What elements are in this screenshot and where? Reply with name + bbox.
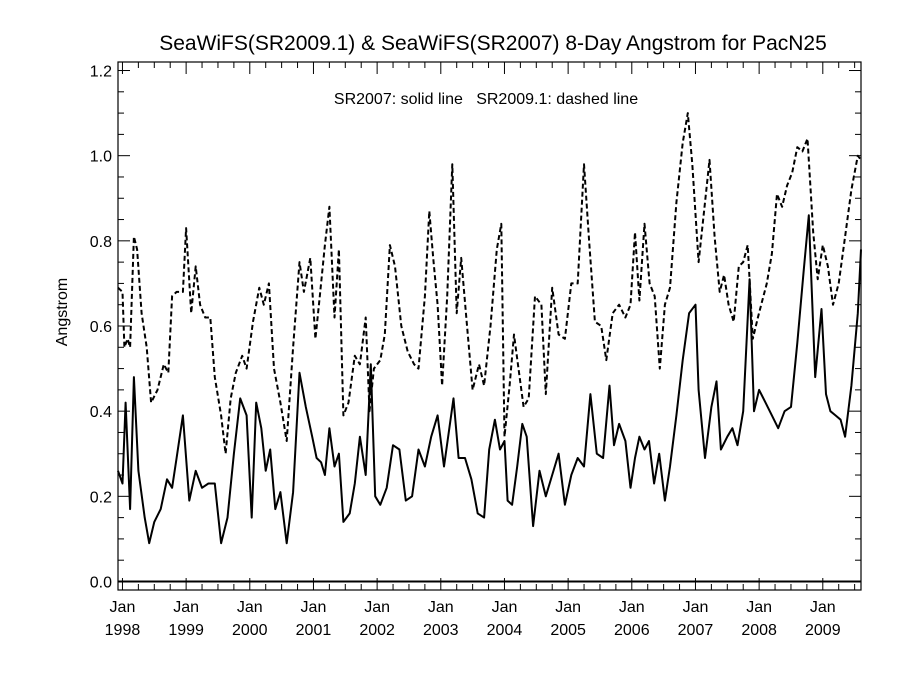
- x-tick-month: Jan: [555, 599, 581, 616]
- x-tick-month: Jan: [619, 599, 645, 616]
- y-tick-label: 1.0: [90, 149, 112, 166]
- y-axis-label: Angstrom: [54, 278, 71, 346]
- legend-note: SR2007: solid line SR2009.1: dashed line: [334, 91, 638, 108]
- x-tick-month: Jan: [301, 599, 327, 616]
- x-tick-year: 2007: [678, 622, 714, 639]
- x-tick-year: 1998: [105, 622, 141, 639]
- chart-title: SeaWiFS(SR2009.1) & SeaWiFS(SR2007) 8-Da…: [159, 32, 827, 55]
- series-line-sr2007: [117, 214, 862, 545]
- x-tick-month: Jan: [364, 599, 390, 616]
- x-tick-month: Jan: [237, 599, 263, 616]
- x-tick-month: Jan: [173, 599, 199, 616]
- y-tick-label: 0.2: [90, 489, 112, 506]
- y-tick-label: 0.0: [90, 574, 112, 591]
- x-tick-year: 2005: [550, 622, 586, 639]
- x-tick-year: 2009: [805, 622, 841, 639]
- y-tick-label: 1.2: [90, 64, 112, 81]
- series-line-sr2009-1: [117, 112, 862, 455]
- x-tick-year: 2001: [296, 622, 332, 639]
- y-tick-label: 0.8: [90, 234, 112, 251]
- series-layer: [117, 112, 862, 545]
- x-tick-month: Jan: [810, 599, 836, 616]
- y-axis: 0.0 0.2 0.4 0.6 0.8 1.0 1.2: [90, 64, 861, 591]
- x-tick-month: Jan: [492, 599, 518, 616]
- y-tick-label: 0.4: [90, 404, 112, 421]
- x-tick-month: Jan: [683, 599, 709, 616]
- x-tick-year: 2008: [741, 622, 777, 639]
- x-tick-month: Jan: [428, 599, 454, 616]
- x-tick-year: 1999: [168, 622, 204, 639]
- y-tick-label: 0.6: [90, 319, 112, 336]
- x-tick-year: 2006: [614, 622, 650, 639]
- x-tick-month: Jan: [110, 599, 136, 616]
- x-tick-year: 2002: [359, 622, 395, 639]
- x-tick-month: Jan: [746, 599, 772, 616]
- x-tick-year: 2004: [487, 622, 523, 639]
- x-tick-year: 2000: [232, 622, 268, 639]
- x-axis: Jan 1998 Jan 1999 Jan 2000 Jan 2001 Jan 2002 Jan 20…: [105, 62, 856, 639]
- x-tick-year: 2003: [423, 622, 459, 639]
